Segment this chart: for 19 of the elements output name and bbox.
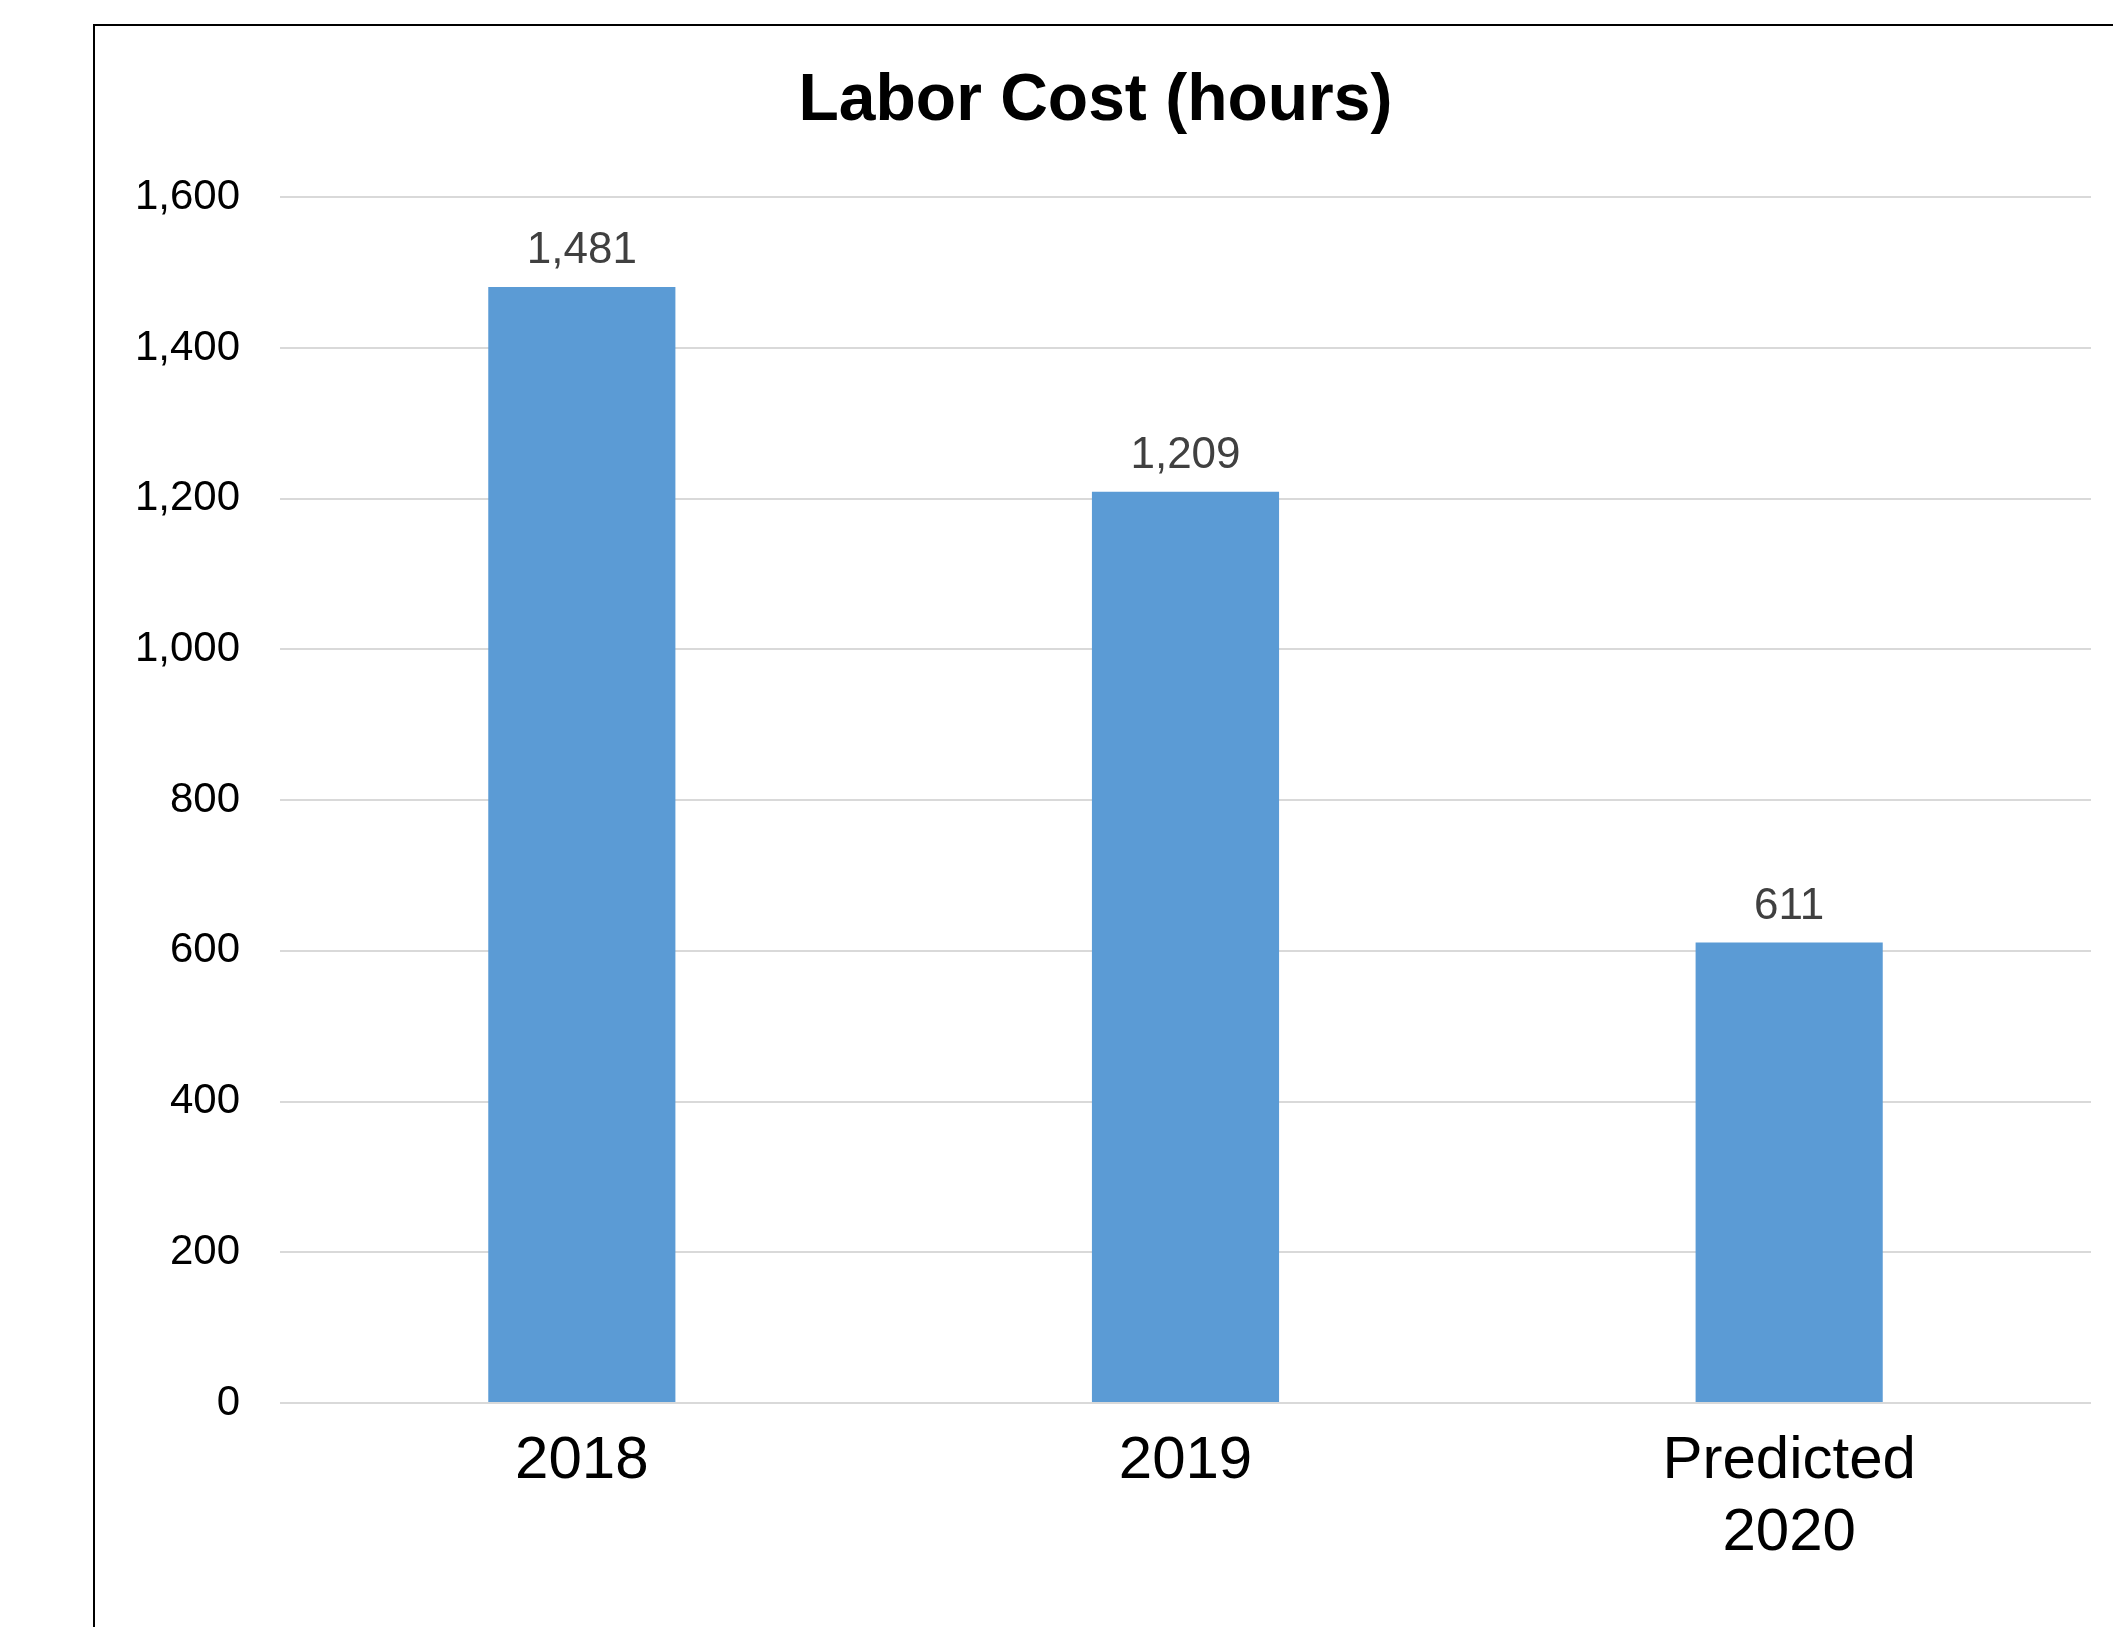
y-tick-label: 1,200 bbox=[134, 472, 240, 520]
y-tick-label: 1,600 bbox=[134, 170, 240, 218]
bar bbox=[1695, 942, 1883, 1402]
y-tick-label: 600 bbox=[169, 924, 240, 972]
y-tick-label: 1,400 bbox=[134, 321, 240, 369]
bar bbox=[1091, 491, 1280, 1402]
y-tick-label: 0 bbox=[216, 1376, 240, 1424]
data-label: 611 bbox=[1754, 878, 1825, 928]
x-tick-label: 2018 bbox=[515, 1423, 649, 1491]
data-label: 1,209 bbox=[1130, 428, 1241, 478]
y-tick-label: 800 bbox=[169, 773, 240, 821]
data-label: 1,481 bbox=[526, 223, 637, 273]
y-tick-label: 400 bbox=[169, 1075, 240, 1123]
bar bbox=[488, 286, 676, 1402]
chart-title: Labor Cost (hours) bbox=[798, 59, 1393, 134]
y-tick-label: 1,000 bbox=[134, 622, 240, 670]
x-tick-label: 2019 bbox=[1118, 1423, 1253, 1491]
y-tick-label: 200 bbox=[169, 1225, 240, 1273]
x-tick-label: Predicted 2020 bbox=[1662, 1423, 1916, 1563]
